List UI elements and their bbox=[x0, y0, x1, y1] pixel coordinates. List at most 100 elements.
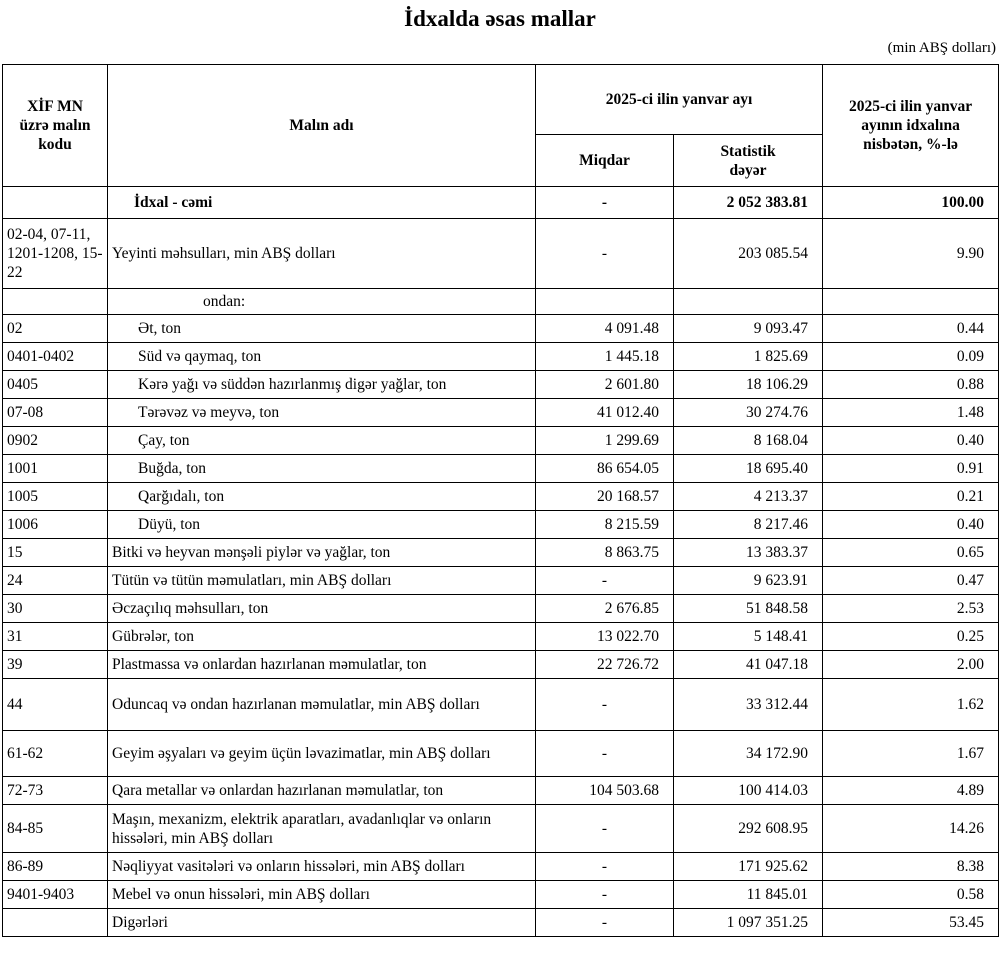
cell-quantity: - bbox=[535, 852, 674, 881]
table-row: 0405 Kərə yağı və süddən hazırlanmış digə… bbox=[2, 370, 1000, 399]
cell-name: Mebel və onun hissələri, min ABŞ dolları bbox=[107, 880, 536, 909]
cell-code: 61-62 bbox=[2, 730, 108, 777]
cell-quantity: - bbox=[535, 186, 674, 219]
cell-value: 18 106.29 bbox=[672, 370, 824, 399]
cell-quantity: 41 012.40 bbox=[535, 398, 674, 427]
cell-quantity: - bbox=[535, 678, 674, 731]
cell-share: 2.00 bbox=[822, 650, 1000, 679]
cell-code bbox=[2, 186, 108, 219]
cell-name: Nəqliyyat vasitələri və onların hissələr… bbox=[107, 852, 536, 881]
cell-code bbox=[2, 908, 108, 937]
cell-name: Geyim əşyaları və geyim üçün ləvazimatla… bbox=[107, 730, 536, 777]
import-table: XİF MN üzrə malın kodu Malın adı 2025-ci… bbox=[2, 64, 1000, 937]
cell-value: 41 047.18 bbox=[672, 650, 824, 679]
cell-share: 14.26 bbox=[822, 804, 1000, 853]
cell-value: 9 093.47 bbox=[672, 314, 824, 343]
cell-share: 2.53 bbox=[822, 594, 1000, 623]
cell-value: 1 097 351.25 bbox=[672, 908, 824, 937]
table-row: 30 Əczaçılıq məhsulları, ton 2 676.85 51 84… bbox=[2, 594, 1000, 623]
cell-name: Yeyinti məhsulları, min ABŞ dolları bbox=[107, 218, 536, 289]
cell-share: 1.67 bbox=[822, 730, 1000, 777]
cell-name: Süd və qaymaq, ton bbox=[107, 342, 536, 371]
cell-quantity: - bbox=[535, 218, 674, 289]
header-share: 2025-ci ilin yanvar ayının idxalına nisb… bbox=[822, 64, 1000, 187]
cell-quantity: 1 299.69 bbox=[535, 426, 674, 455]
cell-value: 203 085.54 bbox=[672, 218, 824, 289]
cell-name: Plastmassa və onlardan hazırlanan məmula… bbox=[107, 650, 536, 679]
table-row: 39 Plastmassa və onlardan hazırlanan məmu… bbox=[2, 650, 1000, 679]
cell-value: 2 052 383.81 bbox=[672, 186, 824, 219]
cell-name: ondan: bbox=[107, 288, 536, 315]
cell-value: 8 168.04 bbox=[672, 426, 824, 455]
cell-share: 0.40 bbox=[822, 510, 1000, 539]
unit-note: (min ABŞ dolları) bbox=[887, 40, 996, 56]
cell-value: 51 848.58 bbox=[672, 594, 824, 623]
cell-name: Tütün və tütün məmulatları, min ABŞ doll… bbox=[107, 566, 536, 595]
cell-name: Kərə yağı və süddən hazırlanmış digər ya… bbox=[107, 370, 536, 399]
table-row: İdxal - cəmi -2 052 383.81 100.00 bbox=[2, 186, 1000, 219]
table-row: 02 Ət, ton 4 091.48 9 093.47 0.44 bbox=[2, 314, 1000, 343]
cell-value: 33 312.44 bbox=[672, 678, 824, 731]
title: İdxalda əsas mallar bbox=[404, 6, 596, 31]
cell-value bbox=[672, 288, 824, 315]
table-row: 02-04, 07-11, 1201-1208, 15-22 Yeyinti mə… bbox=[2, 218, 1000, 289]
cell-share: 1.62 bbox=[822, 678, 1000, 731]
cell-value: 30 274.76 bbox=[672, 398, 824, 427]
table-row: 1006 Düyü, ton 8 215.59 8 217.46 0.40 bbox=[2, 510, 1000, 539]
cell-quantity: 13 022.70 bbox=[535, 622, 674, 651]
cell-value: 100 414.03 bbox=[672, 776, 824, 805]
cell-quantity: 8 863.75 bbox=[535, 538, 674, 567]
cell-code: 02 bbox=[2, 314, 108, 343]
table-row: 86-89 Nəqliyyat vasitələri və onların his… bbox=[2, 852, 1000, 881]
cell-value: 34 172.90 bbox=[672, 730, 824, 777]
header-name: Malın adı bbox=[107, 64, 536, 187]
cell-code: 1005 bbox=[2, 482, 108, 511]
cell-share: 0.40 bbox=[822, 426, 1000, 455]
cell-share: 0.58 bbox=[822, 880, 1000, 909]
cell-name: Qara metallar və onlardan hazırlanan məm… bbox=[107, 776, 536, 805]
cell-code: 84-85 bbox=[2, 804, 108, 853]
cell-value: 171 925.62 bbox=[672, 852, 824, 881]
cell-code: 72-73 bbox=[2, 776, 108, 805]
cell-name: Düyü, ton bbox=[107, 510, 536, 539]
cell-code: 02-04, 07-11, 1201-1208, 15-22 bbox=[2, 218, 108, 289]
header-period: 2025-ci ilin yanvar ayı bbox=[534, 64, 824, 135]
cell-value: 5 148.41 bbox=[672, 622, 824, 651]
cell-code: 0405 bbox=[2, 370, 108, 399]
cell-name: Ət, ton bbox=[107, 314, 536, 343]
cell-code: 44 bbox=[2, 678, 108, 731]
cell-code: 86-89 bbox=[2, 852, 108, 881]
cell-name: Qarğıdalı, ton bbox=[107, 482, 536, 511]
cell-value: 13 383.37 bbox=[672, 538, 824, 567]
cell-code: 31 bbox=[2, 622, 108, 651]
cell-value: 9 623.91 bbox=[672, 566, 824, 595]
cell-quantity: 2 601.80 bbox=[535, 370, 674, 399]
cell-quantity: 1 445.18 bbox=[535, 342, 674, 371]
cell-quantity: - bbox=[535, 804, 674, 853]
cell-name: Gübrələr, ton bbox=[107, 622, 536, 651]
cell-name: Çay, ton bbox=[107, 426, 536, 455]
table-row: 15 Bitki və heyvan mənşəli piylər və yağl… bbox=[2, 538, 1000, 567]
cell-code: 15 bbox=[2, 538, 108, 567]
header-quantity: Miqdar bbox=[535, 134, 674, 187]
cell-code bbox=[2, 288, 108, 315]
cell-code: 0401-0402 bbox=[2, 342, 108, 371]
table-row: 44 Oduncaq və ondan hazırlanan məmulatlar… bbox=[2, 678, 1000, 731]
cell-share: 0.91 bbox=[822, 454, 1000, 483]
cell-name: Oduncaq və ondan hazırlanan məmulatlar, … bbox=[107, 678, 536, 731]
cell-name: Bitki və heyvan mənşəli piylər və yağlar… bbox=[107, 538, 536, 567]
table-row: 07-08 Tərəvəz və meyvə, ton 41 012.40 30 27… bbox=[2, 398, 1000, 427]
table-row: 31 Gübrələr, ton 13 022.70 5 148.41 0.25 bbox=[2, 622, 1000, 651]
table-row: 24 Tütün və tütün məmulatları, min ABŞ do… bbox=[2, 566, 1000, 595]
table-row: 0401-0402 Süd və qaymaq, ton 1 445.18 1 825… bbox=[2, 342, 1000, 371]
cell-value: 1 825.69 bbox=[672, 342, 824, 371]
cell-code: 24 bbox=[2, 566, 108, 595]
cell-name: Buğda, ton bbox=[107, 454, 536, 483]
cell-quantity: - bbox=[535, 880, 674, 909]
header-code: XİF MN üzrə malın kodu bbox=[2, 64, 108, 187]
table-row: 1001 Buğda, ton 86 654.05 18 695.40 0.91 bbox=[2, 454, 1000, 483]
cell-name: Digərləri bbox=[107, 908, 536, 937]
cell-share: 0.25 bbox=[822, 622, 1000, 651]
cell-share: 53.45 bbox=[822, 908, 1000, 937]
cell-share: 0.21 bbox=[822, 482, 1000, 511]
